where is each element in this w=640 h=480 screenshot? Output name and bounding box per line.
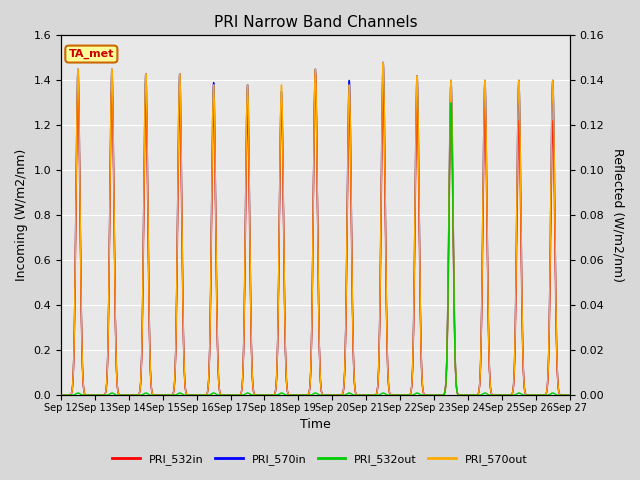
Title: PRI Narrow Band Channels: PRI Narrow Band Channels [214, 15, 417, 30]
Y-axis label: Reflected (W/m2/nm): Reflected (W/m2/nm) [612, 148, 625, 282]
Y-axis label: Incoming (W/m2/nm): Incoming (W/m2/nm) [15, 149, 28, 281]
X-axis label: Time: Time [300, 419, 331, 432]
Text: TA_met: TA_met [68, 49, 114, 59]
Legend: PRI_532in, PRI_570in, PRI_532out, PRI_570out: PRI_532in, PRI_570in, PRI_532out, PRI_57… [108, 450, 532, 469]
